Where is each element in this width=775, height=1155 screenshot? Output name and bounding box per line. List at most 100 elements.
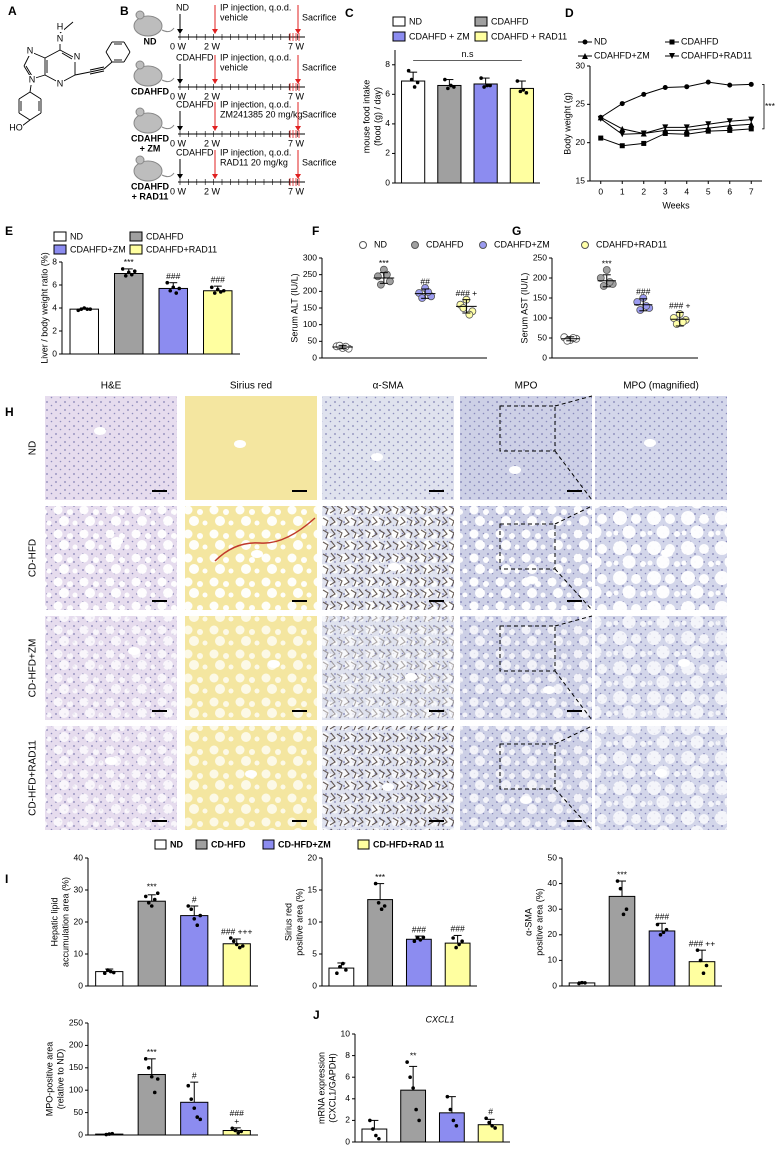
time-label: 7 W	[288, 91, 305, 101]
significance-label: ###	[451, 924, 465, 934]
vessel	[678, 659, 690, 667]
data-point	[411, 1086, 415, 1090]
data-point	[374, 1133, 378, 1138]
red-arrow-head	[295, 174, 301, 179]
y-tick-label: 5	[312, 948, 317, 958]
mouse-tail	[161, 124, 175, 130]
micrograph-fat	[460, 506, 592, 610]
vessel	[543, 686, 555, 694]
bar	[437, 84, 462, 184]
significance-label: ###	[211, 274, 225, 284]
y-axis-label: (food (g) / day)	[372, 87, 382, 146]
data-point	[177, 286, 182, 291]
legend-label: CD-HFD	[211, 839, 246, 849]
bond	[61, 52, 73, 60]
bar	[400, 1089, 427, 1143]
data-point	[493, 1126, 497, 1130]
bond	[18, 112, 31, 121]
y-axis-label: (CXCL1/GAPDH)	[327, 1053, 337, 1123]
arrow-head	[177, 79, 183, 84]
bond	[21, 119, 31, 127]
vessel	[245, 770, 257, 778]
legend-swatch	[195, 839, 208, 850]
y-tick-label: 200	[69, 1040, 83, 1050]
micrograph-fat	[460, 726, 592, 830]
data-point	[82, 306, 87, 310]
legend-swatch	[53, 244, 67, 255]
data-point	[233, 1128, 238, 1133]
data-point	[615, 879, 620, 883]
group-label: + ZM	[140, 143, 161, 153]
legend-label: CDAHFD	[681, 36, 719, 46]
legend-swatch	[357, 839, 370, 850]
zoom-line	[554, 788, 593, 831]
legend-swatch	[154, 839, 167, 850]
y-tick-label: 15	[308, 884, 318, 894]
marker	[669, 39, 675, 45]
marker	[582, 39, 588, 45]
x-tick-label: 1	[620, 186, 625, 196]
y-tick-label: 100	[69, 1084, 83, 1094]
marker	[619, 143, 625, 149]
y-tick-label: 30	[548, 903, 558, 913]
significance-label: #	[192, 894, 197, 904]
group-label: + RAD11	[132, 191, 169, 201]
mouse-icon	[133, 112, 163, 134]
data-point	[406, 68, 411, 73]
data-point	[189, 907, 194, 911]
y-tick-label: 250	[69, 1017, 83, 1027]
bond	[59, 49, 76, 59]
bar	[158, 287, 188, 355]
micrograph	[185, 396, 317, 500]
data-point	[452, 85, 456, 89]
data-point	[577, 981, 581, 986]
red-arrow-head	[212, 174, 218, 179]
bond	[74, 71, 91, 76]
data-point	[234, 942, 239, 947]
data-point	[168, 288, 173, 293]
significance-label: ### +	[669, 301, 691, 311]
data-point	[230, 1126, 235, 1131]
legend-label: CDAHFD+ZM	[494, 239, 550, 249]
bar	[69, 308, 99, 355]
x-tick-label: 4	[684, 186, 689, 196]
data-point	[376, 901, 381, 905]
data-point	[143, 1057, 148, 1061]
atom-mask	[28, 75, 36, 85]
atom-label: N	[74, 51, 81, 61]
data-point	[155, 891, 160, 895]
data-point	[377, 1136, 381, 1141]
marker	[726, 122, 733, 129]
data-point	[338, 965, 342, 969]
bar	[180, 915, 209, 987]
time-label: 0 W	[170, 138, 187, 148]
data-point	[412, 939, 417, 943]
marker	[619, 131, 626, 138]
bar	[137, 1074, 166, 1136]
significance-label: ###	[412, 924, 426, 934]
data-point	[443, 77, 447, 82]
y-tick-label: 250	[303, 269, 317, 279]
zoom-line	[554, 450, 593, 501]
vessel	[105, 757, 117, 765]
red-arrow-head	[295, 29, 301, 34]
bar	[608, 895, 636, 987]
vessel	[94, 427, 106, 435]
y-tick-label: 0	[78, 1129, 83, 1139]
data-point	[215, 287, 220, 292]
atom-label: H	[57, 21, 64, 31]
row-label: CD-HFD	[28, 539, 39, 577]
bond	[18, 91, 31, 100]
significance-label: ### ++	[689, 938, 716, 948]
treatment-label: IP injection, q.o.d.	[220, 99, 291, 109]
data-point	[412, 85, 417, 89]
atom-label: HO	[9, 122, 23, 132]
ns-label: n.s	[461, 49, 474, 59]
bar	[114, 273, 144, 355]
marker	[641, 140, 647, 146]
y-axis-label: mRNA expression	[316, 1052, 326, 1124]
data-point	[479, 76, 483, 80]
y-tick-label: 30	[576, 60, 586, 70]
data-point	[596, 274, 605, 282]
